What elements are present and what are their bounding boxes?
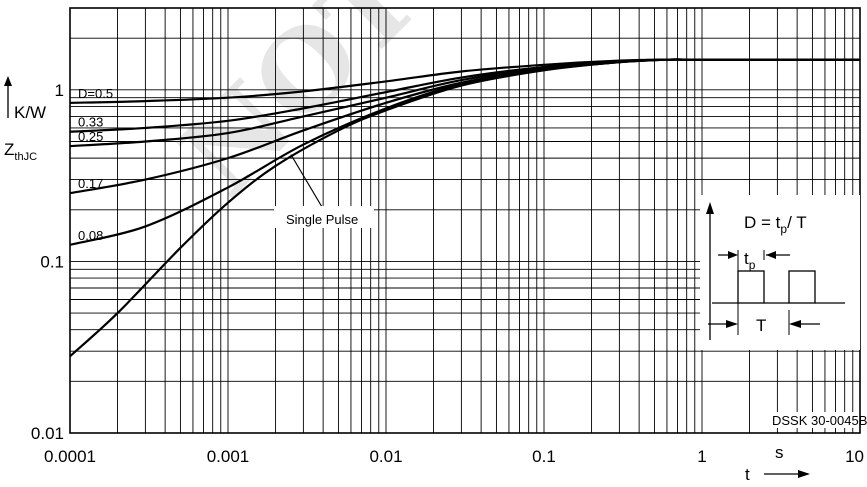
- tp-main: t: [744, 249, 749, 268]
- series-label: 0.33: [78, 115, 103, 130]
- x-tick-label: 0.1: [532, 447, 556, 466]
- series-label: 0.17: [78, 176, 103, 191]
- watermark: NOT: [156, 0, 444, 220]
- curve-labels: D=0.5 0.330.25 0.17 0.08 Single Pulse: [78, 86, 374, 243]
- pulse-inset: D = tp/ T tp T: [700, 195, 860, 350]
- duty-formula-prefix: D = t: [744, 213, 781, 232]
- x-tick-label: 1: [697, 447, 706, 466]
- y-label: ZthJC: [4, 140, 37, 163]
- y-label-sub: thJC: [14, 151, 37, 163]
- x-tick-label: 0.001: [207, 447, 250, 466]
- y-tick-label: 1: [55, 81, 64, 100]
- period-label: T: [756, 316, 766, 335]
- x-unit: s: [775, 443, 784, 462]
- y-tick-label: 0.1: [40, 252, 64, 271]
- curves: [69, 58, 860, 358]
- doc-code: DSSK 30-0045B: [772, 413, 867, 428]
- y-label-main: Z: [4, 140, 14, 159]
- single-pulse-leader: [290, 154, 323, 208]
- x-axis-label: s t: [745, 443, 810, 484]
- x-label: t: [745, 465, 750, 484]
- y-tick-label: 0.01: [31, 424, 64, 443]
- duty-formula-sub: p: [780, 222, 787, 236]
- duty-formula-suffix: / T: [787, 213, 807, 232]
- x-tick-label: 10: [845, 447, 864, 466]
- duty-formula: D = tp/ T: [744, 213, 807, 236]
- series-label: D=0.5: [78, 86, 113, 101]
- y-unit: K/W: [14, 103, 46, 122]
- tp-label: tp: [744, 249, 756, 272]
- series-label: 0.25: [78, 129, 103, 144]
- tp-sub: p: [749, 258, 756, 272]
- label-bg: [274, 206, 374, 228]
- x-tick-label: 0.01: [369, 447, 402, 466]
- series-label: 0.08: [78, 228, 103, 243]
- x-tick-label: 0.0001: [44, 447, 96, 466]
- series-label: Single Pulse: [286, 212, 358, 227]
- series-line: [69, 58, 860, 358]
- tick-labels: 0.0001 0.001 0.01 0.1 1 10 0.01 0.1 1: [31, 81, 864, 466]
- y-axis-label: K/W ZthJC: [4, 76, 46, 163]
